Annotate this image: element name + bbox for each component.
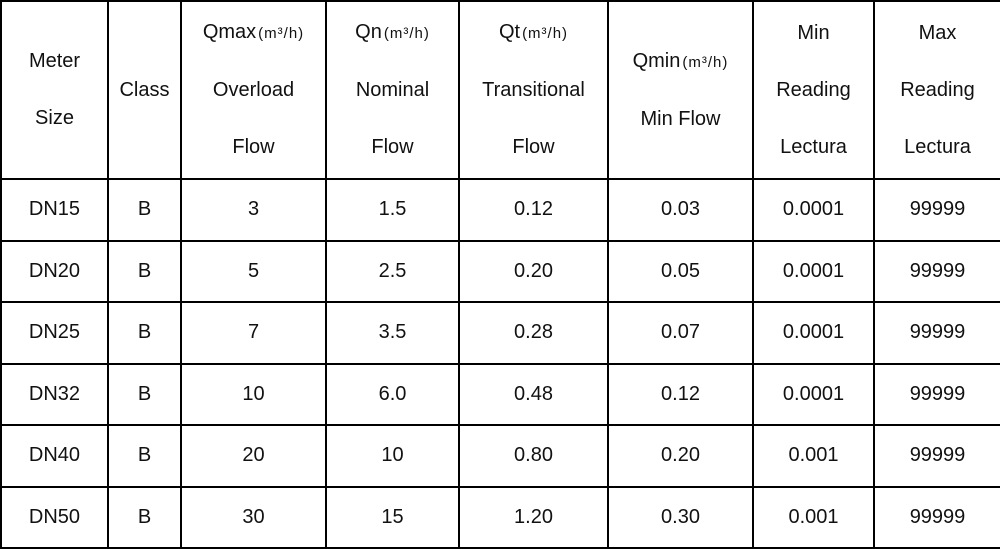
q-symbol: Qmax	[202, 21, 257, 43]
table-cell: 0.0001	[752, 362, 875, 426]
header-line-text: Max	[918, 21, 957, 44]
table-cell: 0.20	[607, 424, 754, 488]
table-cell: DN20	[0, 239, 109, 303]
header-line-text: Min Flow	[640, 107, 721, 130]
q-symbol: Qmin	[632, 49, 681, 72]
table-cell: B	[107, 301, 182, 365]
table-row: DN50 B 30 15 1.20 0.30 0.001 99999	[0, 485, 1000, 549]
table-cell: B	[107, 362, 182, 426]
table-cell: B	[107, 424, 182, 488]
header-line-text: Size	[35, 107, 74, 129]
table-row: DN25 B 7 3.5 0.28 0.07 0.0001 99999	[0, 301, 1000, 365]
table-body: DN15 B 3 1.5 0.12 0.03 0.0001 99999 DN20…	[0, 178, 1000, 549]
table-cell: 5	[180, 239, 327, 303]
header-line-text: Lectura	[904, 135, 971, 158]
table-cell: 15	[325, 485, 460, 549]
q-unit: (m³/h)	[383, 25, 430, 42]
header-line-text: Qt (m³/h)	[460, 4, 607, 62]
header-line-text: Reading	[776, 78, 851, 101]
header-row: Meter Size Class Qmax (m³/h) Overload Flo…	[0, 0, 1000, 180]
table-cell: 1.5	[325, 178, 460, 242]
table-cell: 0.0001	[752, 178, 875, 242]
header-line-text: Reading	[900, 78, 975, 101]
header-line-text: Qmax (m³/h)	[182, 4, 325, 62]
q-symbol: Qn	[355, 21, 382, 43]
table-row: DN40 B 20 10 0.80 0.20 0.001 99999	[0, 424, 1000, 488]
col-header-qmax: Qmax (m³/h) Overload Flow	[180, 0, 327, 180]
table-cell: 0.12	[458, 178, 609, 242]
table-cell: 99999	[873, 239, 1000, 303]
table-cell: 0.07	[607, 301, 754, 365]
header-line-text: Min	[797, 21, 830, 44]
table-cell: 10	[180, 362, 327, 426]
col-header-min-reading: Min Reading Lectura	[752, 0, 875, 180]
table-cell: 0.001	[752, 424, 875, 488]
table-cell: DN40	[0, 424, 109, 488]
table-cell: 99999	[873, 424, 1000, 488]
col-header-max-reading: Max Reading Lectura	[873, 0, 1000, 180]
table-cell: 0.05	[607, 239, 754, 303]
table-row: DN15 B 3 1.5 0.12 0.03 0.0001 99999	[0, 178, 1000, 242]
header-line-text: Qn (m³/h)	[327, 4, 458, 62]
table-cell: B	[107, 485, 182, 549]
table-cell: 1.20	[458, 485, 609, 549]
table-cell: DN25	[0, 301, 109, 365]
table-cell: 0.0001	[752, 301, 875, 365]
header-line-text: Qmin (m³/h)	[609, 33, 752, 91]
header-line-text: Overload	[212, 79, 295, 101]
table-row: DN32 B 10 6.0 0.48 0.12 0.0001 99999	[0, 362, 1000, 426]
table-cell: DN32	[0, 362, 109, 426]
table-cell: 0.48	[458, 362, 609, 426]
table-cell: 0.28	[458, 301, 609, 365]
header-line-text: Lectura	[780, 135, 847, 158]
table-cell: 99999	[873, 178, 1000, 242]
table-cell: 0.12	[607, 362, 754, 426]
header-line-text: Flow	[371, 136, 414, 158]
header-line-text: Meter	[28, 50, 81, 72]
table-cell: 0.20	[458, 239, 609, 303]
header-line-text: Class	[119, 78, 170, 101]
q-unit: (m³/h)	[258, 25, 305, 42]
table-cell: 0.001	[752, 485, 875, 549]
q-unit: (m³/h)	[522, 25, 569, 42]
q-unit: (m³/h)	[682, 53, 729, 71]
col-header-meter-size: Meter Size	[0, 0, 109, 180]
table-cell: 7	[180, 301, 327, 365]
table-cell: 6.0	[325, 362, 460, 426]
header-line-text: Nominal	[355, 79, 430, 101]
table-cell: B	[107, 239, 182, 303]
table-cell: 2.5	[325, 239, 460, 303]
table-cell: 0.30	[607, 485, 754, 549]
table-row: DN20 B 5 2.5 0.20 0.05 0.0001 99999	[0, 239, 1000, 303]
header-line-text: Transitional	[482, 79, 585, 101]
table-cell: 10	[325, 424, 460, 488]
q-symbol: Qt	[498, 21, 521, 43]
table-cell: 20	[180, 424, 327, 488]
table-cell: 0.03	[607, 178, 754, 242]
table-cell: 30	[180, 485, 327, 549]
table-cell: 99999	[873, 362, 1000, 426]
header-line-text: Flow	[232, 136, 275, 158]
header-line-text: Flow	[512, 136, 555, 158]
col-header-qt: Qt (m³/h) Transitional Flow	[458, 0, 609, 180]
table-cell: 3	[180, 178, 327, 242]
col-header-qn: Qn (m³/h) Nominal Flow	[325, 0, 460, 180]
table-cell: DN50	[0, 485, 109, 549]
table-cell: DN15	[0, 178, 109, 242]
table-cell: 0.0001	[752, 239, 875, 303]
col-header-qmin: Qmin (m³/h) Min Flow	[607, 0, 754, 180]
table-cell: 99999	[873, 301, 1000, 365]
table-cell: 3.5	[325, 301, 460, 365]
table-cell: B	[107, 178, 182, 242]
table-cell: 99999	[873, 485, 1000, 549]
col-header-class: Class	[107, 0, 182, 180]
table-cell: 0.80	[458, 424, 609, 488]
